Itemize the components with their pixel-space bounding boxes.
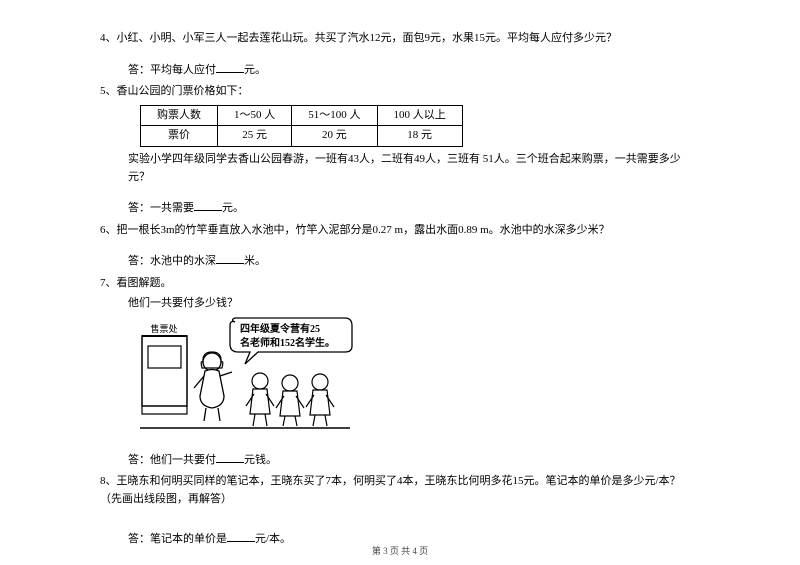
q4-answer-suffix: 元。: [244, 64, 266, 76]
q4-answer-prefix: 答：平均每人应付: [128, 64, 216, 76]
q5-title: 5、香山公园的门票价格如下：: [100, 83, 700, 101]
q7-title: 7、看图解题。: [100, 275, 700, 293]
caption-1: 四年级夏令营有25: [240, 322, 320, 335]
q7-blank[interactable]: [216, 452, 244, 463]
td-2: 20 元: [292, 126, 377, 147]
th-3: 100 人以上: [377, 105, 462, 126]
q8-text: 8、王晓东和何明买同样的笔记本，王晓东买了7本，何明买了4本，王晓东比何明多花1…: [100, 473, 700, 508]
q6-answer-suffix: 米。: [244, 255, 266, 267]
q5-answer-suffix: 元。: [222, 202, 244, 214]
page-footer: 第 3 页 共 4 页: [0, 544, 800, 557]
q8-blank[interactable]: [227, 531, 255, 542]
td-3: 18 元: [377, 126, 462, 147]
q8-answer-suffix: 元/本。: [255, 533, 291, 545]
q6-text: 6、把一根长3m的竹竿垂直放入水池中，竹竿入泥部分是0.27 m，露出水面0.8…: [100, 222, 700, 240]
th-1: 1～50 人: [218, 105, 292, 126]
q6-answer: 答：水池中的水深 米。: [128, 253, 700, 271]
q5-body: 实验小学四年级同学去香山公园春游，一班有43人，二班有49人，三班有 51人。三…: [128, 151, 700, 186]
th-0: 购票人数: [141, 105, 218, 126]
q5-answer: 答：一共需要 元。: [128, 200, 700, 218]
table-row: 票价 25 元 20 元 18 元: [141, 126, 463, 147]
caption-2: 名老师和152名学生。: [240, 336, 335, 349]
price-table: 购票人数 1～50 人 51～100 人 100 人以上 票价 25 元 20 …: [140, 105, 463, 147]
th-2: 51～100 人: [292, 105, 377, 126]
td-1: 25 元: [218, 126, 292, 147]
q4-blank[interactable]: [216, 62, 244, 73]
q6-blank[interactable]: [216, 253, 244, 264]
q7-answer: 答：他们一共要付 元钱。: [128, 452, 700, 470]
q5-blank[interactable]: [194, 200, 222, 211]
ticket-label-text: 售票处: [150, 323, 177, 334]
q6-answer-prefix: 答：水池中的水深: [128, 255, 216, 267]
q7-figure: 售票处 四年级夏令营有25 名老师和152名学生。: [140, 316, 700, 438]
q8-answer-prefix: 答：笔记本的单价是: [128, 533, 227, 545]
q5-answer-prefix: 答：一共需要: [128, 202, 194, 214]
q4-answer: 答：平均每人应付 元。: [128, 62, 700, 80]
q7-answer-prefix: 答：他们一共要付: [128, 454, 216, 466]
table-row: 购票人数 1～50 人 51～100 人 100 人以上: [141, 105, 463, 126]
q7-answer-suffix: 元钱。: [244, 454, 277, 466]
q7-sub: 他们一共要付多少钱？: [128, 295, 700, 313]
q4-text: 4、小红、小明、小军三人一起去莲花山玩。共买了汽水12元，面包9元，水果15元。…: [100, 30, 700, 48]
td-0: 票价: [141, 126, 218, 147]
